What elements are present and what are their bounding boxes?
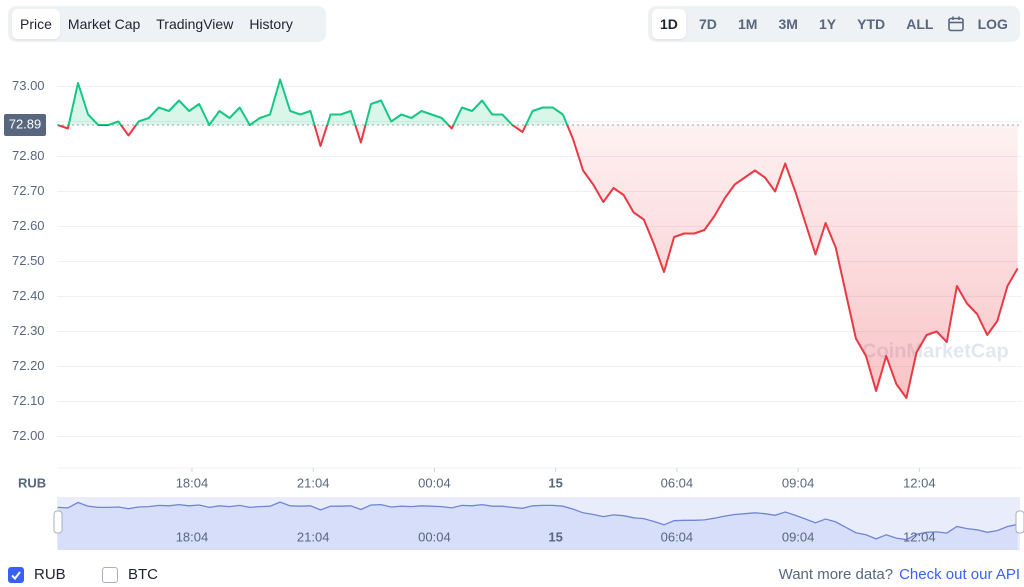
footer-text: Want more data? [778,566,894,583]
x-tick-label: 18:04 [176,475,209,490]
api-link[interactable]: Check out our API [899,566,1020,583]
legend-item[interactable]: RUB [8,566,66,583]
price-line-up [57,78,569,125]
y-tick-label: 72.40 [12,288,45,303]
y-tick-label: 72.60 [12,218,45,233]
y-tick-label: 72.50 [12,253,45,268]
calendar-icon[interactable] [947,15,965,33]
area-down [57,125,1018,398]
range-button[interactable]: ALL [906,16,934,32]
tab-bar: Price Market Cap TradingView History [8,6,326,42]
range-button[interactable]: 1Y [818,16,837,32]
baseline-label-box [4,114,46,136]
navigator-handle [53,510,63,534]
y-tick-label: 72.00 [12,428,45,443]
range-button[interactable]: 1M [737,16,758,32]
checkbox-checked[interactable] [8,566,24,583]
chart: RUB 72.00 72.10 72.20 72.30 72.40 72.50 72.60 7… [4,78,1024,550]
range-button[interactable]: 1D [652,9,686,39]
tab[interactable]: TradingView [156,16,234,32]
tab[interactable]: History [249,16,293,32]
navigator-tick-label: 09:04 [782,529,815,544]
x-tick-label: 00:04 [418,475,451,490]
y-tick-label: 72.80 [12,148,45,163]
legend-label: RUB [34,566,66,583]
price-line-down [57,125,1019,399]
x-tick-label: 06:04 [661,475,694,490]
y-tick-label: 72.30 [12,323,45,338]
navigator-tick-label: 00:04 [418,529,451,544]
navigator-tick-label: 06:04 [661,529,694,544]
x-tick-label: 12:04 [903,475,936,490]
x-tick-label: 15 [548,475,562,490]
y-tick-label: 72.20 [12,358,45,373]
navigator-area [57,502,1018,550]
x-tick-label: 09:04 [782,475,815,490]
x-tick-label: 21:04 [297,475,330,490]
footer: Want more data? Check out our API [779,566,1020,583]
navigator-tick-label: 21:04 [297,529,330,544]
legend-item[interactable]: BTC [102,566,158,583]
tab[interactable]: Market Cap [67,16,141,32]
navigator-tick-label: 18:04 [176,529,209,544]
tab[interactable]: Price [12,9,60,39]
checkbox[interactable] [102,566,118,583]
y-tick-label: 72.10 [12,393,45,408]
unit-label: RUB [18,475,46,490]
check-icon [11,570,21,580]
navigator-line [57,501,1018,541]
y-tick-label: 73.00 [12,78,45,93]
navigator-tick-label: 15 [548,529,562,544]
range-button[interactable]: 3M [778,16,798,32]
legend-label: BTC [128,566,158,583]
y-tick-label: 72.70 [12,183,45,198]
baseline-label: 72.89 [9,116,42,131]
range-bar: 1D 7D 1M 3M 1Y YTD ALL LOG [648,6,1020,42]
log-button[interactable]: LOG [977,16,1008,32]
range-button[interactable]: YTD [857,16,886,32]
range-button[interactable]: 7D [698,16,717,32]
navigator-tick-label: 12:04 [903,529,936,544]
navigator-handle [1015,510,1024,534]
